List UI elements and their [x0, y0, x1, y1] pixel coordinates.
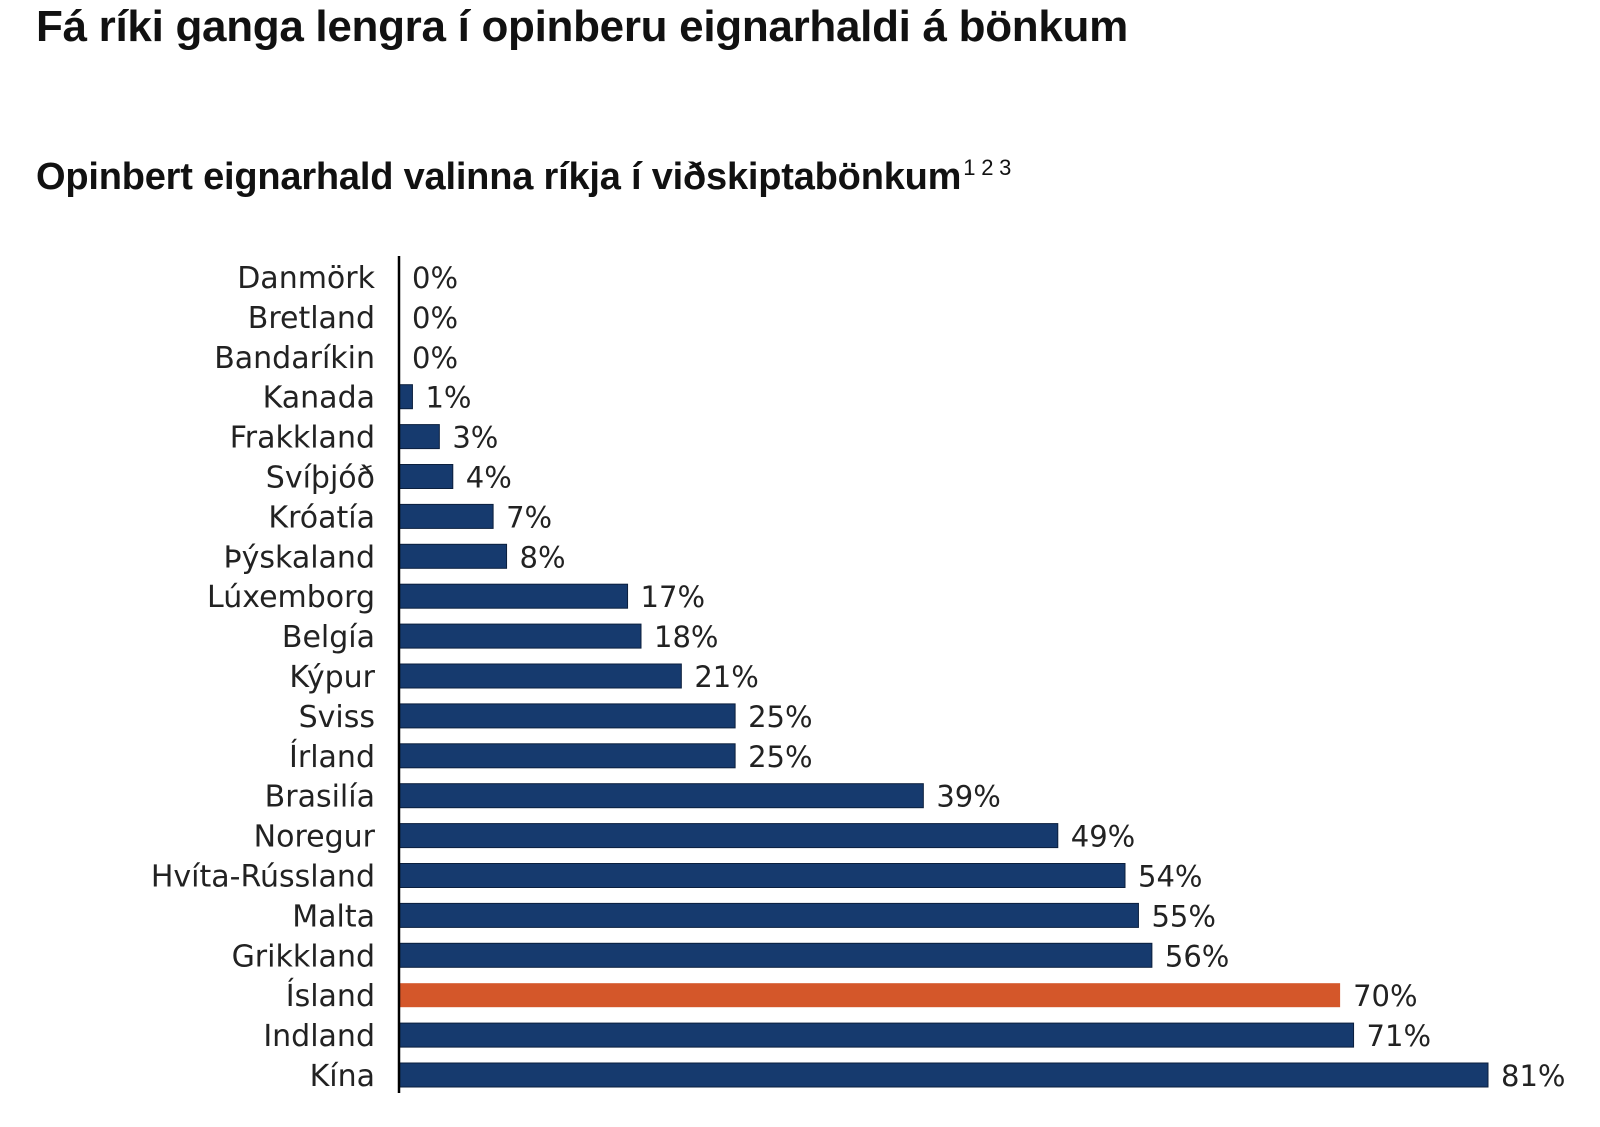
- value-label-kypur: 21%: [694, 660, 758, 694]
- chart-subtitle: Opinbert eignarhald valinna ríkja í viðs…: [36, 155, 1011, 199]
- category-label-luxemborg: Lúxemborg: [207, 580, 375, 615]
- category-label-bretland: Bretland: [248, 301, 375, 336]
- value-label-luxemborg: 17%: [641, 580, 705, 614]
- value-label-bandarikin: 0%: [412, 341, 458, 375]
- category-label-frakkland: Frakkland: [230, 421, 375, 456]
- category-label-kanada: Kanada: [263, 381, 375, 416]
- bar-noregur: [398, 823, 1059, 849]
- bar-kanada: [398, 384, 413, 410]
- category-label-kina: Kína: [310, 1059, 375, 1094]
- category-label-island: Ísland: [286, 978, 375, 1014]
- bar-grikkland: [398, 942, 1153, 968]
- category-label-kroatia: Króatía: [268, 500, 375, 535]
- value-label-thyskaland: 8%: [520, 540, 566, 574]
- value-label-malta: 55%: [1151, 899, 1215, 933]
- value-label-island: 70%: [1353, 979, 1417, 1013]
- value-label-belgia: 18%: [654, 620, 718, 654]
- category-label-svithjod: Svíþjóð: [266, 461, 375, 496]
- category-label-danmork: Danmörk: [237, 261, 375, 296]
- bars-layer: [398, 384, 1489, 1088]
- category-label-sviss: Sviss: [299, 700, 375, 735]
- category-label-noregur: Noregur: [254, 820, 376, 855]
- bar-kroatia: [398, 503, 494, 529]
- labels-layer: Danmörk 0% Bretland 0% Bandaríkin 0% Kanada 1% F…: [151, 261, 1566, 1094]
- page-title: Fá ríki ganga lengra í opinberu eignarha…: [36, 2, 1128, 51]
- category-label-hvita-russland: Hvíta-Rússland: [151, 860, 375, 895]
- value-label-bretland: 0%: [412, 301, 458, 335]
- category-label-indland: Indland: [263, 1019, 375, 1054]
- value-label-grikkland: 56%: [1165, 939, 1229, 973]
- category-label-kypur: Kýpur: [289, 660, 375, 695]
- category-label-thyskaland: Þýskaland: [223, 540, 375, 575]
- category-label-belgia: Belgía: [282, 620, 375, 655]
- value-label-noregur: 49%: [1071, 820, 1135, 854]
- bar-frakkland: [398, 424, 440, 450]
- bar-svithjod: [398, 464, 454, 489]
- value-label-svithjod: 4%: [466, 461, 512, 495]
- subtitle-footnote-refs: 1 2 3: [963, 155, 1012, 180]
- category-label-brasilia: Brasilía: [265, 780, 375, 815]
- value-label-kroatia: 7%: [506, 500, 552, 534]
- value-label-danmork: 0%: [412, 261, 458, 295]
- bar-malta: [398, 902, 1139, 928]
- category-label-bandarikin: Bandaríkin: [214, 341, 375, 376]
- bar-thyskaland: [398, 543, 508, 569]
- value-label-brasilia: 39%: [936, 780, 1000, 814]
- bar-indland: [398, 1022, 1355, 1048]
- bar-kypur: [398, 663, 682, 689]
- category-label-grikkland: Grikkland: [232, 939, 375, 974]
- chart-subtitle-text: Opinbert eignarhald valinna ríkja í viðs…: [36, 156, 962, 198]
- value-label-frakkland: 3%: [452, 421, 498, 455]
- category-label-malta: Malta: [292, 899, 375, 934]
- bar-brasilia: [398, 783, 924, 809]
- category-label-irland: Írland: [289, 739, 375, 775]
- value-label-sviss: 25%: [748, 700, 812, 734]
- bar-luxemborg: [398, 583, 629, 609]
- bar-kina: [398, 1062, 1489, 1088]
- value-label-indland: 71%: [1367, 1019, 1431, 1053]
- bar-hvita-russland: [398, 863, 1126, 888]
- bar-belgia: [398, 623, 642, 649]
- value-label-hvita-russland: 54%: [1138, 860, 1202, 894]
- bar-island: [399, 983, 1341, 1008]
- bar-irland: [398, 743, 736, 769]
- value-label-irland: 25%: [748, 740, 812, 774]
- value-label-kina: 81%: [1501, 1059, 1565, 1093]
- bar-sviss: [398, 703, 736, 729]
- value-label-kanada: 1%: [425, 381, 471, 415]
